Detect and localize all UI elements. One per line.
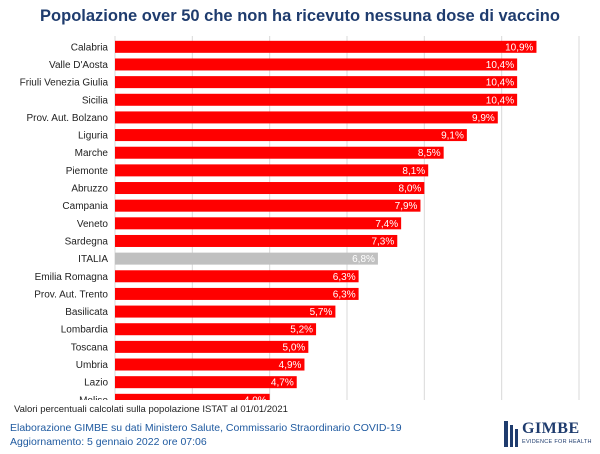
data-label: 6,3% [333, 272, 356, 283]
bar [115, 93, 518, 106]
footer-source: Elaborazione GIMBE su dati Ministero Sal… [10, 422, 402, 434]
bar [115, 199, 421, 212]
category-label: Lazio [84, 378, 108, 389]
bar [115, 340, 309, 353]
footer-updated: Aggiornamento: 5 gennaio 2022 ore 07:06 [10, 436, 207, 448]
category-label: Prov. Aut. Trento [34, 289, 108, 300]
bar [115, 252, 378, 265]
logo-name: GIMBE [522, 420, 580, 437]
bar [115, 111, 498, 124]
data-label: 6,3% [333, 289, 356, 300]
category-label: Basilicata [65, 307, 108, 318]
data-label: 5,2% [290, 325, 313, 336]
bar [115, 358, 305, 371]
data-label: 10,4% [486, 78, 514, 89]
bar [115, 323, 317, 336]
category-label: Piemonte [66, 166, 109, 177]
data-label: 8,1% [402, 166, 425, 177]
bar [115, 234, 398, 247]
data-label: 7,4% [375, 219, 398, 230]
source-note: Valori percentuali calcolati sulla popol… [14, 404, 288, 415]
bar [115, 164, 429, 177]
bar [115, 217, 402, 230]
data-label: 4,7% [271, 378, 294, 389]
bar [115, 129, 467, 142]
data-label: 4,9% [279, 360, 302, 371]
bar [115, 182, 425, 195]
chart-title: Popolazione over 50 che non ha ricevuto … [40, 7, 560, 25]
category-label: Umbria [76, 360, 109, 371]
bar [115, 305, 336, 318]
gimbe-logo-icon [504, 421, 518, 447]
data-label: 10,4% [486, 95, 514, 106]
data-label: 5,0% [283, 342, 306, 353]
data-label: 7,3% [371, 236, 394, 247]
data-label: 8,0% [399, 184, 422, 195]
category-label: Sardegna [65, 236, 109, 247]
category-label: Emilia Romagna [35, 272, 109, 283]
category-label: Sicilia [82, 95, 109, 106]
data-label: 6,8% [352, 254, 375, 265]
category-label: Prov. Aut. Bolzano [26, 113, 108, 124]
bar [115, 58, 518, 71]
data-label: 9,1% [441, 131, 464, 142]
category-label: Molise [79, 395, 108, 400]
category-label: Liguria [78, 131, 108, 142]
data-label: 7,9% [395, 201, 418, 212]
data-label: 4,0% [244, 395, 267, 400]
category-label: Lombardia [61, 325, 109, 336]
bar [115, 393, 270, 400]
category-label: Campania [62, 201, 108, 212]
category-label: Toscana [71, 342, 109, 353]
category-label: Calabria [71, 42, 109, 53]
category-label: Marche [75, 148, 109, 159]
gimbe-logo: GIMBE EVIDENCE FOR HEALTH [502, 419, 594, 451]
category-label: ITALIA [78, 254, 108, 265]
category-label: Friuli Venezia Giulia [20, 78, 109, 89]
data-label: 5,7% [310, 307, 333, 318]
bar [115, 76, 518, 89]
data-label: 10,4% [486, 60, 514, 71]
data-label: 8,5% [418, 148, 441, 159]
bar [115, 40, 537, 53]
bar [115, 287, 359, 300]
logo-tagline: EVIDENCE FOR HEALTH [522, 439, 592, 445]
bar [115, 270, 359, 283]
bar [115, 146, 444, 159]
data-label: 10,9% [505, 42, 533, 53]
category-label: Veneto [77, 219, 109, 230]
category-label: Abruzzo [71, 184, 108, 195]
bar [115, 376, 297, 389]
category-label: Valle D'Aosta [49, 60, 108, 71]
data-label: 9,9% [472, 113, 495, 124]
